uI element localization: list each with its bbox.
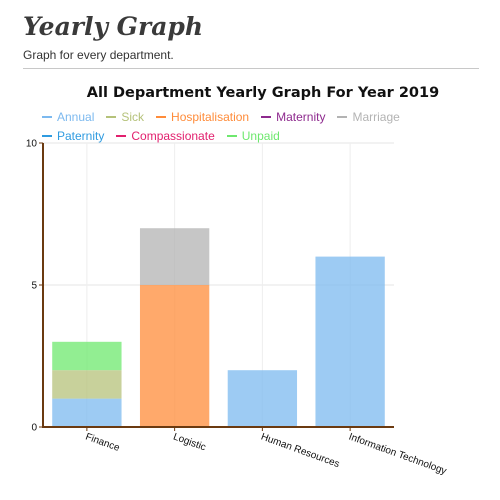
bar-finance-sick[interactable] (52, 370, 122, 399)
legend-swatch (116, 134, 127, 137)
bar-finance-annual[interactable] (52, 398, 122, 427)
legend-swatch (226, 134, 237, 137)
page-title: Yearly Graph (23, 12, 204, 41)
legend-item-hospitalisation[interactable]: Hospitalisation (156, 110, 249, 124)
bar-logistic-marriage[interactable] (139, 228, 210, 285)
x-tick-label-information-technology: Information Technology (347, 431, 448, 477)
legend-item-compassionate[interactable]: Compassionate (116, 128, 215, 143)
legend-row: Annual Sick Hospitalisation Maternity Marria… (42, 107, 462, 126)
legend-label: Compassionate (131, 128, 215, 143)
legend-swatch (42, 134, 52, 137)
legend-swatch (261, 115, 272, 118)
legend-label: Marriage (352, 109, 400, 124)
bar-human-resources-annual[interactable] (227, 370, 298, 427)
legend-item-marriage[interactable]: Marriage (337, 109, 400, 124)
x-tick-label-finance: Finance (84, 431, 122, 454)
legend-item-sick[interactable]: Sick (106, 110, 144, 124)
y-tick-label: 0 (31, 423, 37, 434)
legend-label: Annual (57, 109, 95, 124)
chart-title: All Department Yearly Graph For Year 201… (86, 85, 440, 101)
legend-swatch (337, 115, 348, 118)
bar-information-technology-annual[interactable] (315, 256, 385, 427)
legend-label: Sick (121, 109, 145, 124)
legend-item-paternity[interactable]: Paternity (42, 129, 104, 143)
legend-swatch (106, 115, 117, 118)
y-tick-label: 5 (31, 281, 37, 292)
page-subtitle: Graph for every department. (23, 48, 174, 62)
x-tick-label-logistic: Logistic (172, 431, 208, 453)
legend-item-annual[interactable]: Annual (42, 110, 94, 124)
header-divider (23, 68, 479, 69)
legend-label: Unpaid (241, 128, 280, 143)
legend-item-unpaid[interactable]: Unpaid (226, 128, 280, 143)
legend-row: Paternity Compassionate Unpaid (42, 126, 462, 145)
legend-item-maternity[interactable]: Maternity (261, 110, 325, 124)
legend-swatch (42, 115, 52, 118)
legend-label: Paternity (57, 128, 105, 143)
chart-legend: Annual Sick Hospitalisation Maternity Marria… (42, 107, 462, 145)
legend-swatch (156, 115, 167, 118)
bar-finance-unpaid[interactable] (52, 341, 122, 371)
legend-label: Hospitalisation (171, 109, 250, 124)
y-tick-label: 10 (26, 139, 38, 150)
legend-label: Maternity (276, 109, 326, 124)
bar-logistic-hospitalisation[interactable] (139, 285, 210, 427)
x-tick-label-human-resources: Human Resources (259, 431, 341, 470)
